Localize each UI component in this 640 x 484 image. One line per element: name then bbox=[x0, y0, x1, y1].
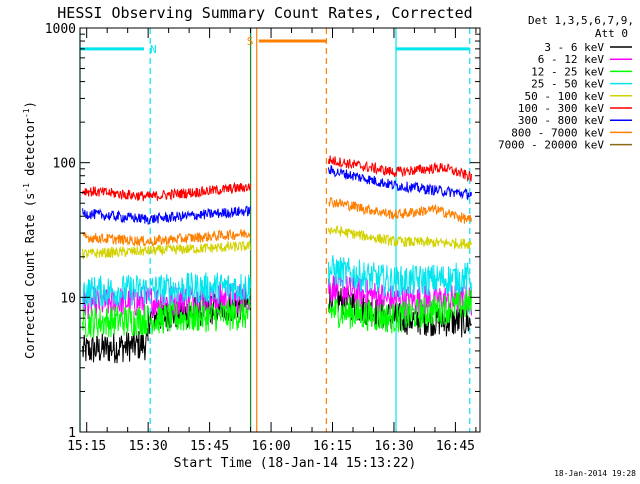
y-tick-label: 1000 bbox=[45, 22, 76, 37]
plot-frame bbox=[79, 27, 481, 433]
series-3-seg1 bbox=[82, 272, 251, 308]
series-7-seg1 bbox=[82, 229, 251, 247]
marker-S-label: S bbox=[247, 35, 254, 48]
x-tick-label: 16:15 bbox=[313, 439, 352, 454]
series-2-seg3 bbox=[327, 289, 472, 334]
y-axis-label-sup2: -1 bbox=[22, 108, 31, 118]
x-tick-label: 15:30 bbox=[129, 439, 168, 454]
y-axis-label: Corrected Count Rate (s-1 detector-1) bbox=[22, 101, 37, 359]
legend-header-line1: Det 1,3,5,6,7,9, bbox=[528, 14, 634, 27]
legend-label: 25 - 50 keV bbox=[531, 78, 604, 91]
series-4-seg3 bbox=[327, 224, 472, 251]
series-1-seg1 bbox=[82, 283, 251, 320]
axes-layer: 1 10 100 1000 15:15 15:30 15:45 16:00 16:15 16:30… bbox=[45, 22, 481, 454]
series-2-seg1 bbox=[82, 298, 251, 338]
legend-label: 800 - 7000 keV bbox=[511, 126, 604, 139]
x-axis-label: Start Time (18-Jan-14 15:13:22) bbox=[174, 456, 417, 471]
legend-label: 3 - 6 keV bbox=[544, 41, 604, 54]
series-6-seg3 bbox=[327, 164, 472, 201]
marker-N-label: N bbox=[150, 43, 157, 56]
y-tick-label: 10 bbox=[60, 291, 76, 306]
series-7-seg3 bbox=[328, 196, 472, 224]
legend-label: 7000 - 20000 keV bbox=[498, 139, 604, 152]
x-tick-label: 15:15 bbox=[67, 439, 106, 454]
x-tick-label: 15:45 bbox=[190, 439, 229, 454]
y-axis-label-end: ) bbox=[23, 101, 37, 108]
series-4-seg1 bbox=[82, 240, 251, 260]
series-0-seg1 bbox=[82, 328, 149, 364]
legend-label: 12 - 25 keV bbox=[531, 65, 604, 78]
series-5-seg3 bbox=[327, 155, 472, 182]
legend-label: 50 - 100 keV bbox=[525, 90, 605, 103]
y-tick-label: 1 bbox=[68, 426, 76, 441]
data-layer: NS bbox=[79, 28, 472, 432]
legend-label: 6 - 12 keV bbox=[538, 53, 605, 66]
y-axis-label-main: Corrected Count Rate (s bbox=[23, 193, 37, 359]
x-tick-label: 16:30 bbox=[374, 439, 413, 454]
legend-header-line2: Att 0 bbox=[595, 27, 628, 40]
y-tick-label: 100 bbox=[53, 157, 76, 172]
x-tick-label: 16:45 bbox=[436, 439, 475, 454]
y-axis-label-mid: detector bbox=[23, 118, 37, 183]
chart-title: HESSI Observing Summary Count Rates, Cor… bbox=[57, 4, 472, 22]
series-6-seg1 bbox=[82, 205, 251, 225]
series-3-seg3 bbox=[327, 255, 472, 298]
footer-date: 18-Jan-2014 19:28 bbox=[554, 469, 636, 478]
y-axis-label-sup1: -1 bbox=[22, 183, 31, 193]
series-5-seg1 bbox=[82, 181, 251, 202]
legend-label: 300 - 800 keV bbox=[518, 114, 604, 127]
legend-label: 100 - 300 keV bbox=[518, 102, 604, 115]
x-tick-label: 16:00 bbox=[251, 439, 290, 454]
